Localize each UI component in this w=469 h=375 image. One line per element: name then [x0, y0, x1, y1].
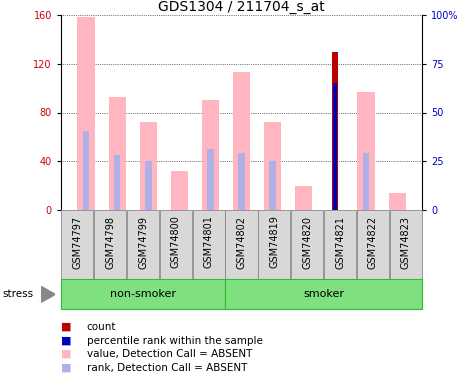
Text: GSM74823: GSM74823 [401, 216, 411, 268]
Text: stress: stress [2, 290, 33, 299]
Text: ■: ■ [61, 363, 71, 372]
Bar [83, 131, 90, 210]
Bar [225, 279, 422, 309]
Text: value, Detection Call = ABSENT: value, Detection Call = ABSENT [87, 349, 252, 359]
Text: GSM74822: GSM74822 [368, 216, 378, 268]
Bar [295, 186, 312, 210]
Text: GSM74799: GSM74799 [138, 216, 148, 268]
Text: non-smoker: non-smoker [110, 290, 176, 299]
Text: GSM74797: GSM74797 [72, 216, 83, 268]
Text: ■: ■ [61, 322, 71, 332]
Bar [145, 161, 151, 210]
Text: GSM74820: GSM74820 [302, 216, 312, 268]
Bar [61, 279, 225, 309]
Text: smoker: smoker [303, 290, 344, 299]
Bar [233, 72, 250, 210]
Bar [269, 161, 276, 210]
Text: GSM74800: GSM74800 [171, 216, 181, 268]
Bar [94, 210, 126, 279]
Bar [258, 210, 290, 279]
Bar [140, 122, 157, 210]
Bar [61, 210, 93, 279]
Bar [357, 210, 389, 279]
Bar [390, 210, 422, 279]
Text: ■: ■ [61, 349, 71, 359]
Text: GSM74798: GSM74798 [105, 216, 115, 268]
Bar [127, 210, 159, 279]
Bar [389, 193, 406, 210]
Bar [357, 92, 375, 210]
Text: GSM74819: GSM74819 [269, 216, 280, 268]
Title: GDS1304 / 211704_s_at: GDS1304 / 211704_s_at [158, 0, 325, 14]
Bar [264, 122, 281, 210]
Bar [291, 210, 323, 279]
Text: GSM74802: GSM74802 [236, 216, 247, 268]
Bar [193, 210, 225, 279]
Bar [202, 100, 219, 210]
Bar [160, 210, 192, 279]
Bar [77, 17, 94, 210]
Text: GSM74801: GSM74801 [204, 216, 214, 268]
Text: GSM74821: GSM74821 [335, 216, 345, 268]
Bar [207, 149, 214, 210]
Bar [324, 210, 356, 279]
Text: ■: ■ [61, 336, 71, 345]
Polygon shape [41, 286, 55, 302]
Bar [363, 153, 370, 210]
Bar [238, 153, 245, 210]
Bar [332, 52, 338, 210]
Bar [108, 97, 126, 210]
Bar [113, 155, 121, 210]
Text: percentile rank within the sample: percentile rank within the sample [87, 336, 263, 345]
Bar [333, 83, 337, 210]
Text: count: count [87, 322, 116, 332]
Bar [226, 210, 257, 279]
Text: rank, Detection Call = ABSENT: rank, Detection Call = ABSENT [87, 363, 247, 372]
Bar [171, 171, 188, 210]
